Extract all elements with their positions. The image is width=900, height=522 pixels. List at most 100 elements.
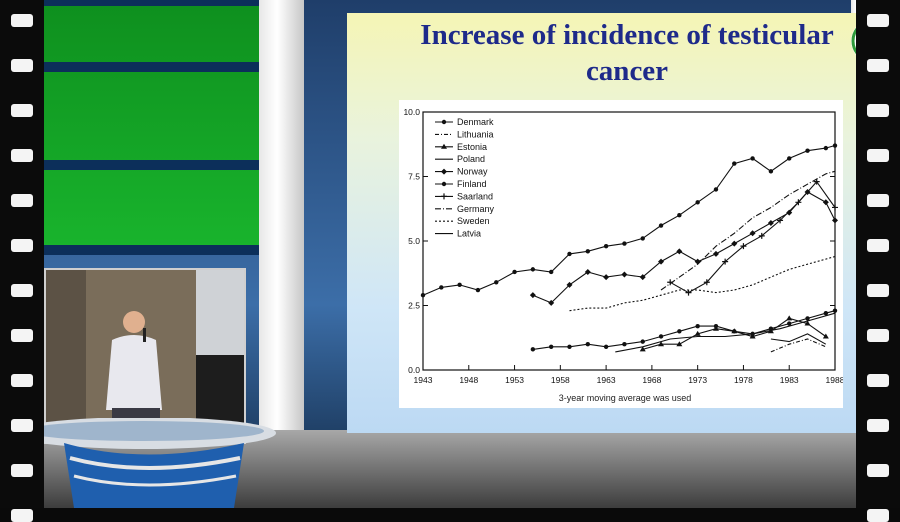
legend-item-latvia: Latvia	[435, 229, 481, 239]
y-tick-label: 7.5	[408, 172, 420, 182]
data-point-denmark	[512, 269, 517, 275]
film-hole	[11, 239, 33, 252]
data-point-denmark	[530, 267, 536, 272]
x-tick-label: 1963	[597, 375, 616, 385]
wall-stripe	[44, 245, 259, 255]
data-point-denmark	[695, 200, 700, 205]
film-hole	[867, 464, 889, 477]
legend-label-germany: Germany	[457, 204, 495, 214]
data-point-norway	[658, 258, 665, 265]
data-point-estonia	[658, 341, 665, 347]
data-point-finland	[622, 342, 627, 347]
data-point-norway	[566, 281, 573, 288]
data-point-norway	[786, 209, 793, 216]
film-hole	[11, 464, 33, 477]
data-point-finland	[732, 329, 737, 334]
legend-marker-finland	[441, 181, 447, 187]
legend-label-sweden: Sweden	[457, 216, 490, 226]
x-tick-label: 1973	[688, 375, 707, 385]
film-hole	[11, 14, 33, 27]
data-point-norway	[529, 292, 536, 299]
series-line-norway	[532, 191, 836, 304]
data-point-finland	[585, 342, 590, 347]
film-hole	[867, 149, 889, 162]
data-point-denmark	[567, 251, 572, 257]
legend-item-estonia: Estonia	[435, 142, 487, 152]
film-hole	[867, 14, 889, 27]
data-point-norway	[584, 268, 591, 275]
film-hole	[867, 59, 889, 72]
data-point-norway	[676, 248, 683, 255]
series-germany	[660, 170, 836, 291]
legend-marker-estonia	[441, 143, 447, 149]
data-point-denmark	[768, 169, 774, 174]
data-point-denmark	[713, 187, 719, 192]
film-hole	[867, 239, 889, 252]
series-denmark	[420, 143, 838, 298]
legend-label-finland: Finland	[457, 179, 487, 189]
data-point-norway	[603, 274, 610, 281]
data-point-estonia	[676, 341, 683, 347]
series-saarland	[667, 178, 838, 296]
legend-label-denmark: Denmark	[457, 117, 494, 127]
speaker-scene	[46, 270, 244, 442]
data-point-denmark	[805, 148, 810, 153]
data-point-denmark	[548, 269, 554, 275]
x-tick-label: 1983	[780, 375, 799, 385]
data-point-saarland	[722, 258, 729, 265]
data-point-finland	[713, 323, 719, 329]
film-hole	[11, 104, 33, 117]
film-hole	[867, 104, 889, 117]
series-line-finland	[532, 310, 836, 350]
data-point-finland	[695, 323, 700, 329]
wall-stripe	[44, 0, 259, 6]
legend-label-latvia: Latvia	[457, 229, 481, 239]
legend-item-denmark: Denmark	[435, 117, 494, 127]
film-hole	[867, 419, 889, 432]
legend-marker-norway	[441, 168, 447, 175]
y-tick-label: 2.5	[408, 301, 420, 311]
slide-title: Increase of incidence of testicular canc…	[420, 19, 834, 87]
studio-pillar	[259, 0, 304, 508]
data-point-estonia	[822, 333, 829, 339]
chart-image: 0.0 2.5 5.0 7.5 10.0 1943 1948 1953 1958 1963 1968…	[399, 100, 845, 408]
data-point-finland	[750, 331, 755, 337]
data-point-finland	[567, 344, 572, 349]
y-tick-label: 0.0	[408, 365, 420, 375]
data-point-finland	[787, 321, 792, 326]
data-point-finland	[658, 334, 664, 339]
film-hole	[11, 194, 33, 207]
series-lithuania	[770, 338, 827, 353]
data-point-norway	[749, 230, 756, 237]
data-point-denmark	[823, 145, 829, 151]
data-point-estonia	[786, 315, 793, 321]
data-point-denmark	[658, 223, 664, 228]
data-point-denmark	[640, 236, 645, 241]
series-line-poland	[615, 312, 836, 353]
data-point-denmark	[832, 143, 838, 148]
x-tick-label: 1943	[414, 375, 433, 385]
data-point-norway	[767, 219, 774, 226]
speaker-video	[44, 268, 246, 444]
series-norway	[529, 188, 838, 306]
legend-marker-denmark	[441, 119, 447, 125]
x-tick-label: 1968	[642, 375, 661, 385]
series-sweden	[569, 255, 836, 312]
legend-label-lithuania: Lithuania	[457, 129, 494, 139]
data-point-denmark	[494, 280, 499, 285]
series-latvia	[770, 333, 827, 345]
green-wall-panel	[44, 0, 259, 255]
film-hole	[867, 509, 889, 522]
film-hole	[867, 374, 889, 387]
series-line-lithuania	[770, 338, 827, 353]
x-axis-caption: 3-year moving average was used	[559, 393, 692, 403]
data-point-denmark	[475, 287, 481, 293]
data-point-norway	[639, 274, 646, 281]
legend-label-saarland: Saarland	[457, 191, 493, 201]
series-finland	[530, 308, 838, 352]
leaf-e-logo-icon	[851, 27, 856, 55]
data-point-norway	[548, 299, 555, 306]
legend-item-poland: Poland	[435, 154, 485, 164]
film-hole	[11, 149, 33, 162]
film-hole	[11, 374, 33, 387]
